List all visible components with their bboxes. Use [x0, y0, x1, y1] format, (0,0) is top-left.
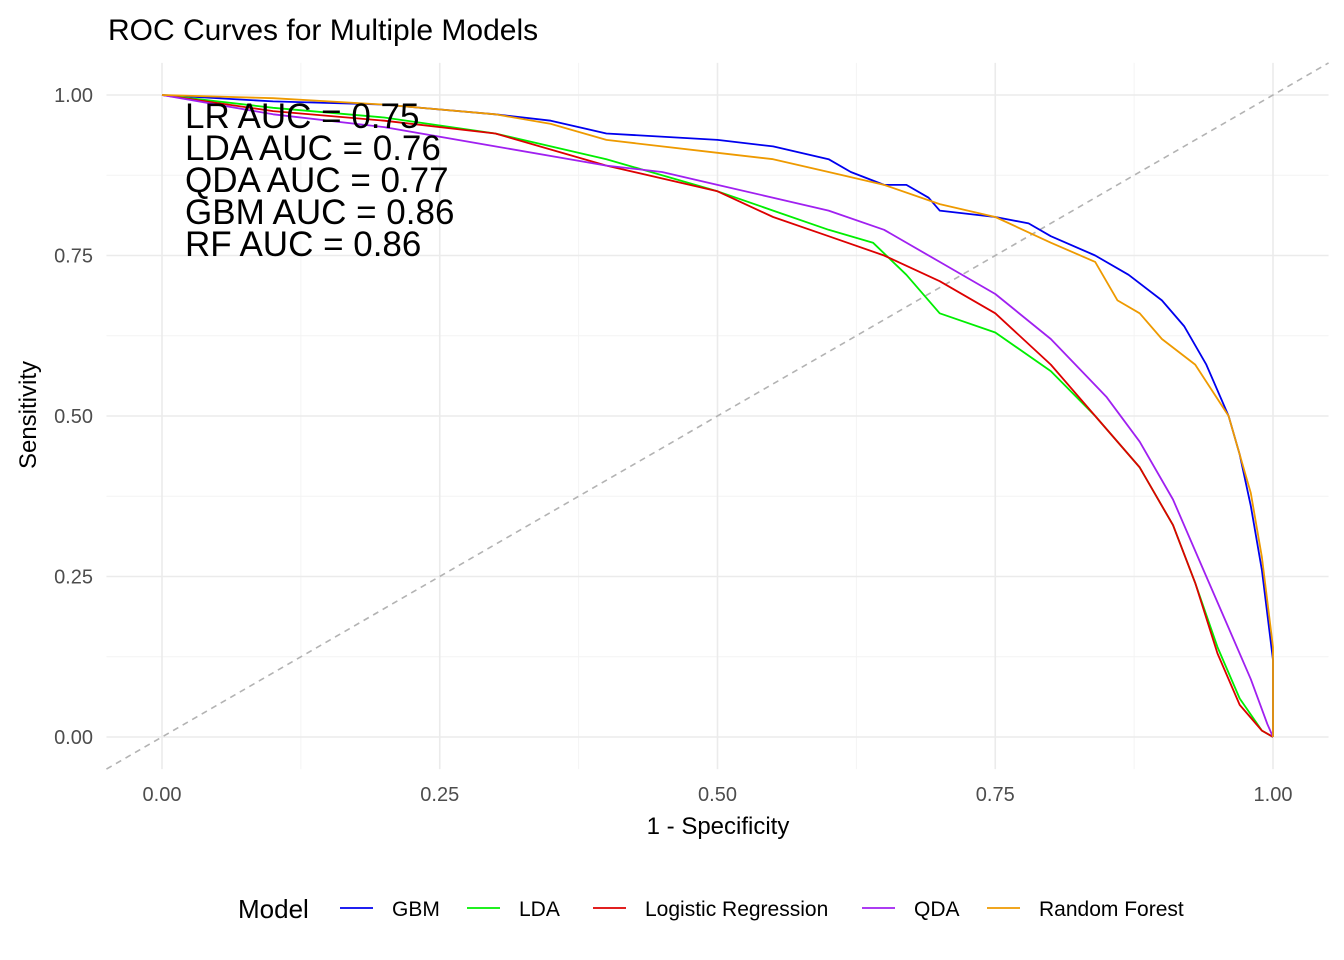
auc-annotation: LR AUC = 0.75: [185, 97, 419, 136]
legend-title: Model: [238, 894, 309, 924]
legend-label: Logistic Regression: [645, 898, 828, 921]
y-tick-label: 0.75: [54, 246, 93, 268]
legend: Model GBM LDA Logistic Regression QDA Random …: [238, 894, 1184, 924]
y-tick-label: 0.25: [54, 567, 93, 589]
x-tick-label: 0.50: [698, 784, 737, 806]
auc-annotation: QDA AUC = 0.77: [185, 161, 449, 200]
x-tick-label: 0.25: [420, 784, 459, 806]
legend-label: QDA: [914, 898, 960, 921]
x-tick-label: 1.00: [1254, 784, 1293, 806]
x-axis-title: 1 - Specificity: [647, 813, 790, 840]
chart-title: ROC Curves for Multiple Models: [108, 14, 538, 47]
tick-labels: 0.00 0.25 0.50 0.75 1.00 0.00 0.25 0.50 0.75 1.00: [54, 85, 1292, 806]
legend-label: Random Forest: [1039, 898, 1184, 921]
auc-annotation: LDA AUC = 0.76: [185, 129, 441, 168]
x-tick-label: 0.00: [143, 784, 182, 806]
y-tick-label: 0.00: [54, 727, 93, 749]
auc-annotation: GBM AUC = 0.86: [185, 193, 454, 232]
legend-label: LDA: [519, 898, 560, 921]
series-lines: [106, 62, 1329, 770]
y-tick-label: 0.50: [54, 406, 93, 428]
x-tick-label: 0.75: [976, 784, 1015, 806]
y-axis-title: Sensitivity: [15, 361, 42, 469]
diagonal-reference-line: [106, 62, 1329, 770]
series-line-qda: [161, 94, 1274, 738]
series-line-random-forest: [161, 94, 1274, 737]
series-line-lda: [161, 94, 1274, 738]
series-line-logistic-regression: [161, 94, 1274, 738]
y-tick-label: 1.00: [54, 85, 93, 107]
legend-label: GBM: [392, 898, 440, 921]
auc-annotation: RF AUC = 0.86: [185, 225, 421, 264]
